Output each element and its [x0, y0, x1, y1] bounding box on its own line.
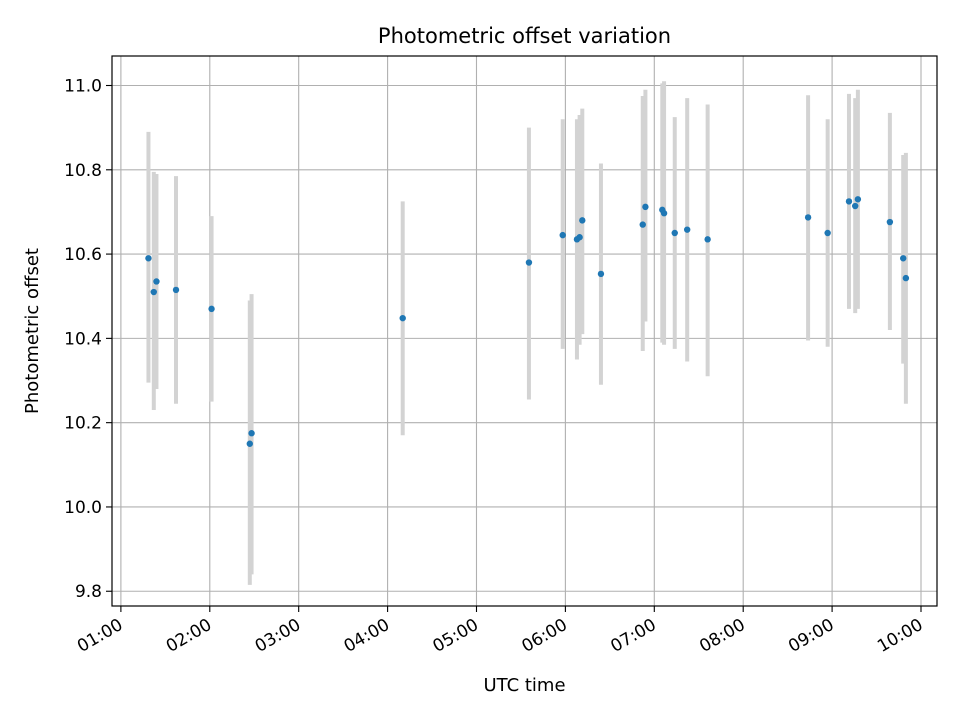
data-point	[525, 259, 533, 266]
y-axis-ticks: 9.8 10.0 10.2 10.4 10.6 10.8 11.0	[64, 77, 112, 602]
data-point	[639, 221, 646, 228]
data-point	[683, 226, 691, 233]
data-point	[172, 286, 180, 294]
data-point	[854, 196, 862, 203]
data-point	[852, 202, 859, 210]
y-tick-label: 10.2	[64, 414, 102, 434]
data-point	[642, 203, 649, 211]
data-point	[246, 440, 253, 447]
y-tick-label: 11.0	[64, 77, 102, 97]
y-axis-label: Photometric offset	[22, 248, 43, 414]
data-point	[597, 270, 605, 278]
data-point	[900, 255, 907, 262]
data-point	[150, 288, 157, 296]
data-point	[804, 214, 812, 221]
data-point	[660, 210, 668, 217]
data-point	[902, 274, 910, 282]
y-tick-label: 10.0	[64, 498, 102, 518]
y-tick-label: 10.4	[64, 329, 102, 349]
data-point	[704, 236, 711, 243]
y-tick-label: 10.6	[64, 245, 102, 265]
y-tick-label: 10.8	[64, 161, 102, 181]
data-point	[248, 430, 255, 437]
data-point	[845, 198, 853, 205]
plot-frame	[111, 55, 938, 607]
data-point	[145, 255, 152, 262]
data-point	[208, 305, 215, 313]
data-point	[824, 229, 831, 237]
data-point	[399, 314, 406, 322]
data-point	[559, 231, 566, 239]
chart-title: Photometric offset variation	[378, 24, 671, 48]
data-point	[886, 218, 894, 226]
data-point	[576, 234, 583, 241]
data-point	[671, 229, 678, 237]
data-points	[145, 196, 910, 447]
data-point	[153, 278, 160, 285]
x-axis-label: UTC time	[483, 675, 565, 696]
y-tick-label: 9.8	[75, 582, 102, 602]
data-point	[579, 217, 586, 224]
